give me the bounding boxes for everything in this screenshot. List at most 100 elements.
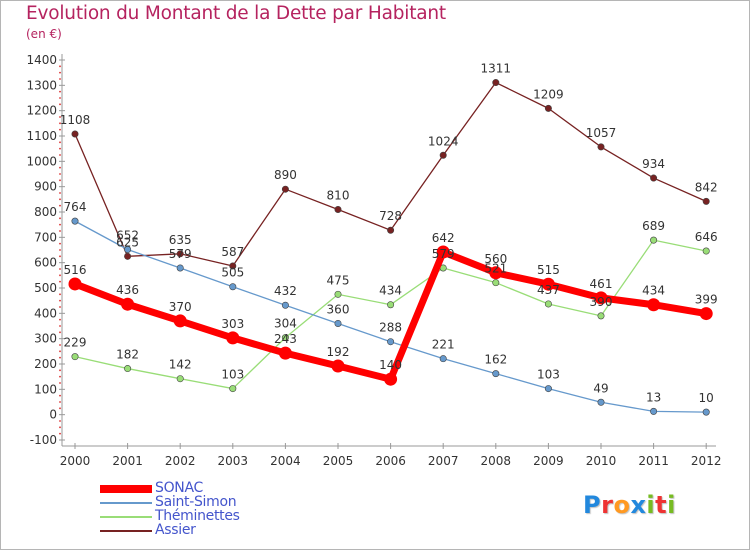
series-sonac: [68, 245, 713, 386]
data-point: [597, 143, 605, 151]
logo-letter: x: [630, 491, 647, 519]
x-tick-label: 2004: [270, 454, 301, 468]
data-label: 646: [695, 230, 718, 244]
data-label: 182: [116, 348, 139, 362]
data-point: [492, 279, 500, 287]
data-point: [702, 408, 710, 416]
data-label: 1311: [481, 62, 512, 76]
y-minor-tick: [59, 97, 61, 99]
y-tick-label: 900: [34, 180, 57, 194]
legend-label: Assier: [155, 522, 196, 538]
y-minor-tick: [59, 230, 61, 232]
data-point: [544, 385, 552, 393]
x-tick-label: 2000: [60, 454, 91, 468]
y-minor-tick: [59, 432, 61, 435]
y-minor-tick: [59, 306, 61, 308]
y-minor-tick: [59, 179, 61, 182]
x-tick-label: 2010: [586, 454, 617, 468]
legend-swatch: [100, 530, 152, 532]
x-tick-label: 2005: [323, 454, 354, 468]
data-point: [334, 290, 342, 298]
data-label: 516: [64, 263, 87, 277]
x-tick-label: 2002: [165, 454, 196, 468]
y-minor-tick: [59, 217, 61, 220]
legend-label: SONAC: [155, 480, 203, 496]
data-label: 842: [695, 180, 718, 194]
y-minor-tick: [59, 166, 61, 169]
data-point: [176, 264, 184, 272]
data-label: 229: [64, 336, 87, 350]
y-minor-tick: [59, 426, 61, 429]
x-tick-label: 2006: [375, 454, 406, 468]
data-point: [71, 353, 79, 361]
data-label: 432: [274, 284, 297, 298]
data-label: 579: [169, 247, 192, 261]
y-minor-tick: [59, 293, 61, 296]
y-minor-tick: [59, 204, 61, 207]
x-tick-label: 2012: [691, 454, 722, 468]
data-point: [387, 301, 395, 309]
legend-swatch: [100, 502, 152, 504]
data-point: [281, 185, 289, 193]
data-label: 399: [695, 293, 718, 307]
data-label: 652: [116, 228, 139, 242]
y-minor-tick: [59, 192, 61, 194]
legend-item-assier: Assier: [100, 522, 360, 539]
legend-item-sonac: SONAC: [100, 480, 360, 497]
data-point: [597, 312, 605, 320]
data-label: 505: [221, 266, 244, 280]
y-minor-tick: [59, 173, 61, 175]
data-label: 288: [379, 321, 402, 335]
y-tick-label: 1400: [26, 53, 57, 67]
legend-item-saint-simon: Saint-Simon: [100, 494, 360, 511]
chart-axes: -100 0 100 200 300 400 500 600 700 800 900 1000 1100…: [26, 53, 721, 468]
data-label: 140: [379, 358, 402, 372]
data-point: [226, 331, 240, 345]
y-tick-label: 300: [34, 332, 57, 346]
proxiti-logo: Proxiti: [583, 491, 676, 519]
data-label: 390: [590, 295, 613, 309]
data-label: 728: [379, 209, 402, 223]
y-minor-tick: [59, 280, 61, 283]
data-point: [650, 407, 658, 415]
data-label: 810: [327, 188, 350, 202]
legend: SONAC Saint-Simon Théminettes Assier: [100, 480, 360, 539]
y-minor-tick: [59, 223, 61, 226]
data-label: 49: [593, 381, 608, 395]
legend-swatch: [100, 516, 152, 518]
y-tick-label: 400: [34, 306, 57, 320]
data-point: [492, 370, 500, 378]
logo-letter: t: [655, 491, 668, 519]
data-point: [489, 266, 503, 280]
data-label: 103: [221, 368, 244, 382]
y-minor-tick: [59, 350, 61, 353]
data-point: [436, 245, 450, 259]
data-point: [229, 385, 237, 393]
data-label: 934: [642, 157, 665, 171]
data-label: 475: [327, 273, 350, 287]
y-tick-label: 1100: [26, 129, 57, 143]
data-label: 1108: [60, 113, 91, 127]
data-label: 689: [642, 219, 665, 233]
y-tick-label: 100: [34, 382, 57, 396]
y-minor-tick: [59, 299, 61, 302]
data-label: 515: [537, 263, 560, 277]
data-point: [544, 300, 552, 308]
y-minor-tick: [59, 154, 61, 156]
x-tick-label: 2008: [481, 454, 512, 468]
logo-letter: P: [583, 491, 602, 519]
data-label: 192: [327, 345, 350, 359]
data-label: 103: [537, 368, 560, 382]
y-minor-tick: [59, 141, 61, 144]
legend-label: Théminettes: [155, 508, 240, 524]
y-minor-tick: [59, 255, 61, 258]
data-label: 521: [484, 262, 507, 276]
data-label: 162: [484, 353, 507, 367]
y-minor-tick: [59, 122, 61, 125]
y-tick-label: 200: [34, 357, 57, 371]
series-saint-simon: [71, 217, 710, 416]
data-point: [702, 247, 710, 255]
data-point: [439, 151, 447, 159]
